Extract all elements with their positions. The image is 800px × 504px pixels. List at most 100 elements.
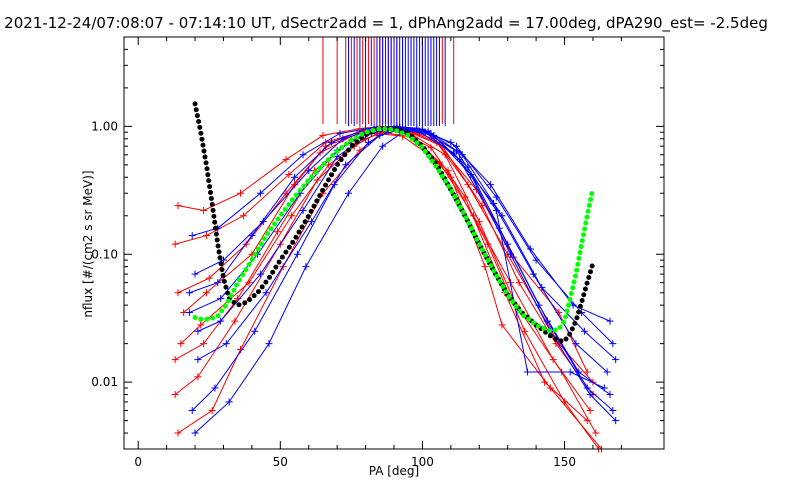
- series-3-point-1: [197, 321, 205, 329]
- series-7-point-11: [541, 378, 549, 386]
- series-6-point-1: [202, 289, 210, 297]
- series-15-line: [197, 127, 605, 389]
- series-13-point-9: [507, 250, 515, 258]
- series-0-line: [177, 125, 588, 373]
- series-11-point-1: [222, 340, 230, 348]
- series-5-line: [177, 131, 602, 450]
- series-2-point-0: [174, 289, 182, 297]
- series-8-point-2: [256, 189, 264, 197]
- series-12-point-8: [450, 149, 458, 157]
- series-12-point-3: [293, 250, 301, 258]
- series-4-point-12: [586, 407, 594, 415]
- series-13-point-5: [379, 142, 387, 150]
- series-11-point-8: [464, 163, 472, 171]
- series-15-point-8: [453, 147, 461, 155]
- series-12-point-4: [330, 181, 338, 189]
- series-9-point-12: [612, 356, 620, 364]
- series-5-point-1: [208, 407, 216, 415]
- series-14-point-2: [248, 232, 256, 240]
- series-13-point-12: [612, 417, 620, 425]
- series-14-point-1: [214, 279, 222, 287]
- series-15-point-11: [566, 368, 574, 376]
- series-14-point-4: [327, 138, 335, 146]
- x-tick-label-1: 50: [273, 455, 288, 469]
- chart-title: 2021-12-24/07:08:07 - 07:14:10 UT, dSect…: [4, 14, 768, 33]
- x-tick-label-2: 100: [411, 455, 434, 469]
- series-10-point-1: [217, 295, 225, 303]
- series-2-point-1: [205, 274, 213, 282]
- series-7-point-12: [583, 417, 591, 425]
- series-3-point-3: [288, 212, 296, 220]
- series-12-point-5: [364, 138, 372, 146]
- series-1-point-1: [202, 232, 210, 240]
- series-7-point-1: [200, 340, 208, 348]
- series-3-point-0: [177, 340, 185, 348]
- y-axis-title: nflux [#/(cm2 s sr MeV)]: [81, 170, 95, 317]
- series-7-point-0: [171, 356, 179, 364]
- series-14-point-0: [185, 289, 193, 297]
- series-4-point-2: [231, 317, 239, 325]
- series-4-point-1: [194, 373, 202, 381]
- series-13-point-0: [191, 429, 199, 437]
- series-15-point-2: [256, 270, 264, 278]
- series-14-point-7: [413, 124, 421, 132]
- series-15-point-12: [600, 384, 608, 392]
- series-9-point-0: [191, 270, 199, 278]
- series-15-point-10: [524, 368, 532, 376]
- y-tick-label-0: 0.01: [91, 375, 118, 389]
- series-9-point-11: [580, 327, 588, 335]
- series-7-point-8: [427, 144, 435, 152]
- series-11-point-2: [262, 289, 270, 297]
- x-tick-label-0: 0: [134, 455, 142, 469]
- series-13-point-1: [225, 398, 233, 406]
- series-0-point-1: [200, 206, 208, 214]
- series-13-point-2: [265, 340, 273, 348]
- series-1-point-0: [171, 240, 179, 248]
- series-5-point-9: [481, 263, 489, 271]
- x-tick-label-3: 150: [553, 455, 576, 469]
- series-1-point-3: [285, 171, 293, 179]
- series-8-line: [192, 125, 614, 344]
- series-10-point-12: [606, 391, 614, 399]
- series-11-point-0: [194, 356, 202, 364]
- series-14-point-10: [526, 245, 534, 253]
- series-13-point-3: [302, 263, 310, 271]
- series-12-point-12: [603, 368, 611, 376]
- series-7-point-9: [461, 193, 469, 201]
- series-11-point-4: [342, 161, 350, 169]
- series-2-point-12: [592, 429, 600, 437]
- series-11-point-12: [609, 407, 617, 415]
- series-1-point-10: [515, 279, 523, 287]
- series-4-point-0: [171, 391, 179, 399]
- series-0-point-4: [319, 131, 327, 139]
- series-0-point-12: [583, 368, 591, 376]
- series-15-point-7: [418, 126, 426, 134]
- series-9-point-3: [305, 167, 313, 175]
- series-14-point-9: [487, 181, 495, 189]
- series-0-point-2: [237, 189, 245, 197]
- series-7-point-3: [273, 228, 281, 236]
- series-5-point-11: [546, 384, 554, 392]
- series-7-line: [174, 128, 588, 422]
- series-5-point-0: [174, 429, 182, 437]
- series-14-point-3: [291, 173, 299, 181]
- series-11-point-3: [308, 218, 316, 226]
- series-8-point-3: [299, 151, 307, 159]
- series-5-point-10: [498, 321, 506, 329]
- series-11-point-5: [376, 131, 384, 139]
- series-9-point-1: [219, 256, 227, 264]
- x-axis-title: PA [deg]: [369, 464, 419, 478]
- series-14-point-8: [447, 138, 455, 146]
- axes-layer: 0 50 100 150 0.01 0.10 1.00: [91, 36, 664, 469]
- series-15-point-9: [492, 206, 500, 214]
- series-13-point-11: [586, 391, 594, 399]
- series-11-line: [197, 128, 614, 411]
- series-2-point-8: [441, 151, 449, 159]
- series-4-point-4: [313, 176, 321, 184]
- series-6-point-9: [464, 181, 472, 189]
- series-8-point-12: [609, 340, 617, 348]
- series-12-point-1: [211, 384, 219, 392]
- series-13-point-4: [345, 189, 353, 197]
